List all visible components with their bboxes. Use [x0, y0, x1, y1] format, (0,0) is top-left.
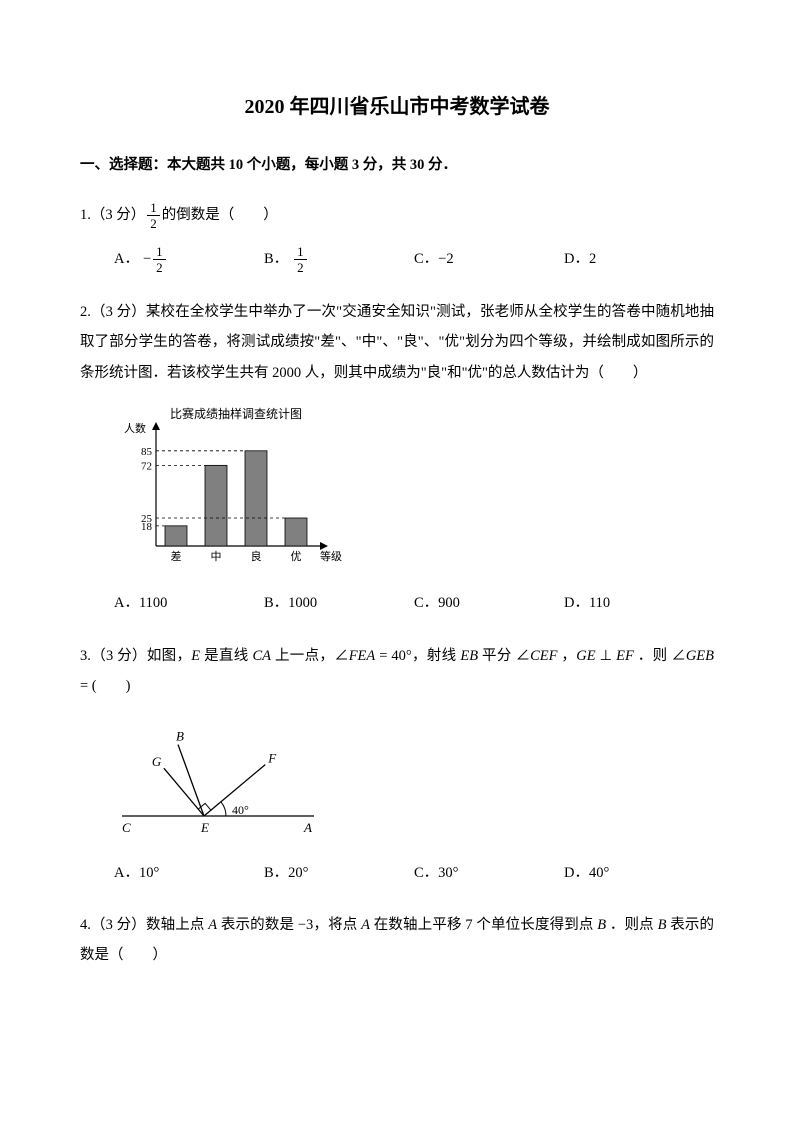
svg-text:25: 25	[141, 513, 153, 525]
svg-text:比赛成绩抽样调查统计图: 比赛成绩抽样调查统计图	[170, 406, 302, 421]
q2-options: A．1100 B．1000 C．900 D．110	[114, 588, 714, 618]
angle-diagram-svg: 40° C E A F BG	[114, 724, 344, 844]
svg-text:人数: 人数	[124, 422, 146, 435]
q2-opt-a: A．1100	[114, 588, 264, 618]
exam-page: 2020 年四川省乐山市中考数学试卷 一、选择题：本大题共 10 个小题，每小题…	[0, 0, 794, 1123]
svg-text:差: 差	[171, 549, 182, 563]
q3-options: A．10° B．20° C．30° D．40°	[114, 858, 714, 888]
svg-text:40°: 40°	[232, 803, 249, 817]
svg-text:C: C	[122, 820, 131, 835]
q1-opt-b-frac: 1 2	[294, 245, 307, 274]
svg-text:良: 良	[251, 549, 262, 563]
q1-opt-b: B． 1 2	[264, 244, 414, 274]
bar-chart-svg: 比赛成绩抽样调查统计图人数差中良优18257285等级	[114, 404, 344, 574]
svg-text:中: 中	[211, 550, 222, 563]
question-1: 1.（3 分） 1 2 的倒数是（ ） A． − 1 2 B． 1 2	[80, 200, 714, 275]
svg-text:E: E	[200, 820, 209, 835]
q1-stem: 1.（3 分） 1 2 的倒数是（ ）	[80, 200, 714, 230]
question-2: 2.（3 分）某校在全校学生中举办了一次"交通安全知识"测试，张老师从全校学生的…	[80, 297, 714, 619]
svg-text:G: G	[152, 754, 162, 769]
q1-mid: 的倒数是（ ）	[162, 200, 278, 230]
q3-opt-a: A．10°	[114, 858, 264, 888]
svg-text:等级: 等级	[320, 549, 342, 563]
q2-chart: 比赛成绩抽样调查统计图人数差中良优18257285等级	[114, 404, 714, 574]
q3-opt-d: D．40°	[564, 858, 714, 888]
q2-text: 2.（3 分）某校在全校学生中举办了一次"交通安全知识"测试，张老师从全校学生的…	[80, 297, 714, 388]
svg-text:85: 85	[141, 446, 153, 458]
q3-opt-c: C．30°	[414, 858, 564, 888]
page-title: 2020 年四川省乐山市中考数学试卷	[80, 90, 714, 119]
q1-opt-d: D．2	[564, 244, 714, 274]
q1-prefix: 1.（3 分）	[80, 200, 145, 230]
q2-opt-c: C．900	[414, 588, 564, 618]
q4-text: 4.（3 分）数轴上点 A 表示的数是 −3，将点 A 在数轴上平移 7 个单位…	[80, 910, 714, 971]
q1-opt-c: C．−2	[414, 244, 564, 274]
q1-fraction: 1 2	[147, 201, 160, 230]
svg-text:优: 优	[291, 550, 302, 563]
svg-text:B: B	[176, 728, 184, 743]
q3-text: 3.（3 分）如图，E 是直线 CA 上一点，∠FEA = 40°，射线 EB …	[80, 641, 714, 702]
q3-diagram: 40° C E A F BG	[114, 724, 714, 844]
q1-opt-a: A． − 1 2	[114, 244, 264, 274]
question-3: 3.（3 分）如图，E 是直线 CA 上一点，∠FEA = 40°，射线 EB …	[80, 641, 714, 888]
svg-text:F: F	[267, 750, 277, 765]
q2-opt-d: D．110	[564, 588, 714, 618]
q1-opt-a-frac: 1 2	[153, 245, 166, 274]
q2-opt-b: B．1000	[264, 588, 414, 618]
svg-text:72: 72	[141, 461, 152, 473]
q3-opt-b: B．20°	[264, 858, 414, 888]
question-4: 4.（3 分）数轴上点 A 表示的数是 −3，将点 A 在数轴上平移 7 个单位…	[80, 910, 714, 971]
svg-text:A: A	[303, 820, 312, 835]
section-heading: 一、选择题：本大题共 10 个小题，每小题 3 分，共 30 分．	[80, 153, 714, 174]
q1-options: A． − 1 2 B． 1 2 C．−2 D．2	[114, 244, 714, 274]
